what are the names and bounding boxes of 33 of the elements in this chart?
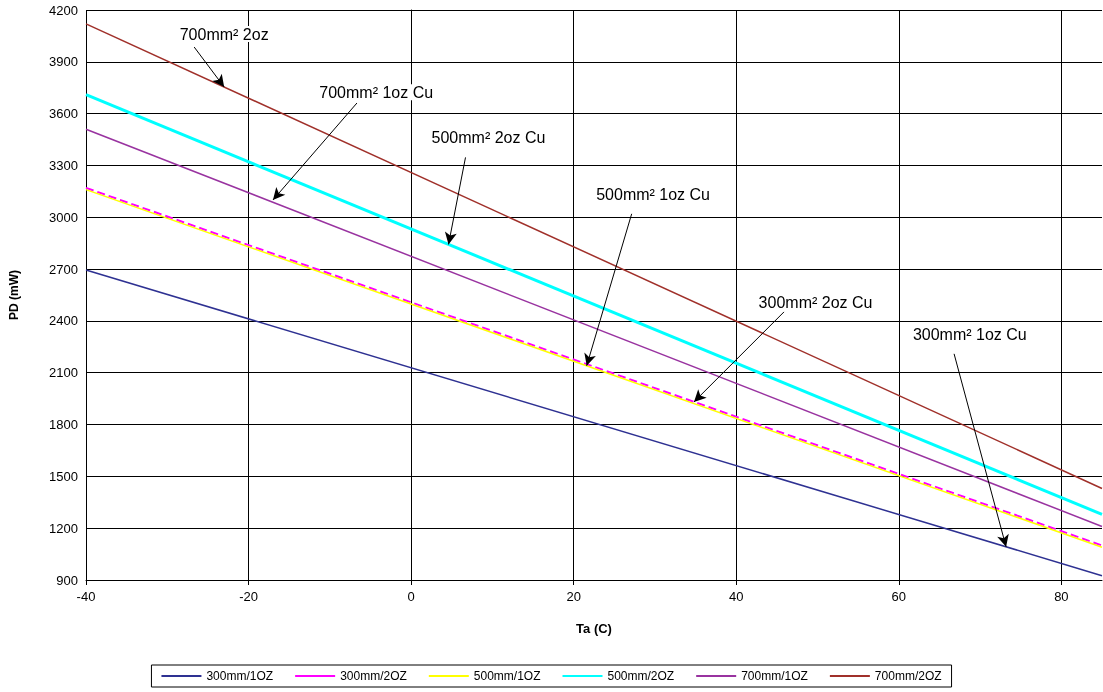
y-tick-label: 2100	[49, 365, 78, 381]
y-tick-label: 2700	[49, 261, 78, 277]
y-tick-label: 3600	[49, 106, 78, 122]
annotation: 300mm² 1oz Cu	[912, 325, 1027, 343]
legend-label: 500mm/1OZ	[473, 669, 541, 683]
y-axis-title: PD (mW)	[7, 270, 21, 320]
y-tick-label: 1800	[49, 417, 78, 433]
annotation: 300mm² 2oz Cu	[758, 293, 873, 311]
y-tick-label: 4200	[49, 2, 78, 18]
y-tick-label: 2400	[49, 313, 78, 329]
annotation: 700mm² 1oz Cu	[319, 83, 434, 101]
legend-label: 700mm/1OZ	[741, 669, 808, 683]
x-tick-label: -20	[239, 589, 258, 604]
y-tick-label: 3000	[49, 209, 78, 225]
x-tick-label: 20	[566, 589, 581, 604]
y-tick-label: 900	[56, 572, 78, 588]
annotation: 500mm² 1oz Cu	[596, 185, 711, 203]
y-tick-label: 3300	[49, 157, 78, 173]
x-tick-label: 0	[407, 589, 415, 604]
legend-label: 500mm/2OZ	[607, 669, 675, 683]
x-tick-label: 60	[891, 589, 907, 604]
y-tick-label: 1500	[49, 468, 78, 484]
legend-label: 300mm/1OZ	[206, 669, 274, 683]
x-tick-label: 40	[729, 589, 744, 604]
x-tick-label: 80	[1054, 589, 1069, 604]
x-axis-title: Ta (C)	[576, 621, 612, 636]
y-tick-label: 1200	[49, 520, 78, 536]
y-tick-label: 3900	[49, 54, 78, 70]
x-tick-label: -40	[76, 589, 96, 604]
annotation: 500mm² 2oz Cu	[431, 128, 546, 146]
legend-label: 300mm/2OZ	[340, 669, 407, 683]
legend-label: 700mm/2OZ	[874, 669, 942, 683]
annotation: 700mm² 2oz	[179, 25, 269, 43]
